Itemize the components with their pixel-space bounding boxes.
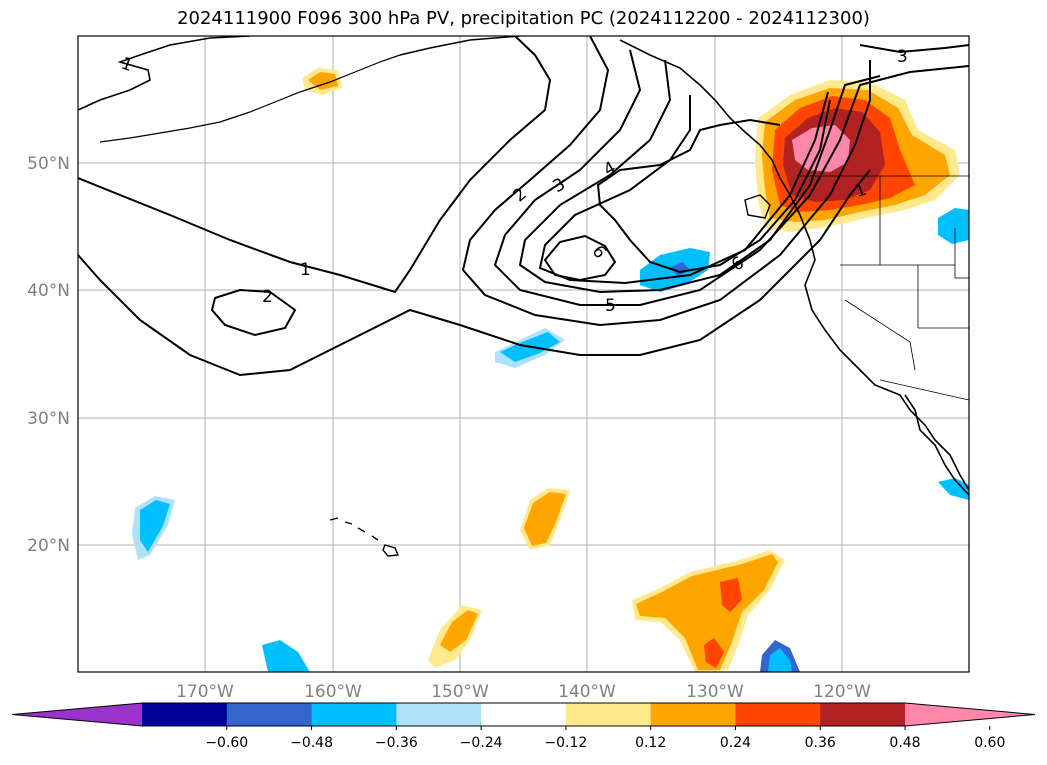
colorbar-extend-low <box>12 703 142 726</box>
precip-positive-aleutian-inner <box>308 72 338 90</box>
colorbar-outline <box>11 702 1036 727</box>
map-title: 2024111900 F096 300 hPa PV, precipitatio… <box>177 8 870 29</box>
longitude-labels: 170°W 160°W 150°W 140°W 130°W 120°W <box>176 682 871 702</box>
colorbar-segment <box>735 703 821 726</box>
alaska-coast <box>78 36 251 111</box>
colorbar <box>11 702 1036 727</box>
precip-negative-mid-purple <box>670 262 690 276</box>
colorbar-tick-label: 0.48 <box>889 735 920 751</box>
contour-2-ring <box>210 288 297 337</box>
gulf-of-alaska-coast <box>399 36 969 491</box>
lon-label-140w: 140°W <box>558 682 616 702</box>
colorbar-tick-label: −0.36 <box>375 735 418 751</box>
precip-negative-south <box>262 640 310 672</box>
lon-label-130w: 130°W <box>686 682 744 702</box>
baja-coast <box>904 394 969 496</box>
lat-label-40: 40°N <box>27 281 70 301</box>
precip-negative-socal <box>938 478 969 500</box>
political-borders <box>800 175 969 401</box>
contour-6-ring <box>543 234 617 282</box>
contour-6-outer <box>596 99 831 274</box>
contour-4 <box>518 59 881 294</box>
aleutian-chain <box>99 54 401 143</box>
lon-label-170w: 170°W <box>176 682 234 702</box>
colorbar-segment <box>311 703 397 726</box>
colorbar-tick-label: −0.12 <box>544 735 587 751</box>
precip-positive-subtropical-inner <box>524 492 566 546</box>
map-frame <box>77 35 970 673</box>
precip-negative-southeast-core <box>768 648 792 672</box>
precip-positive-south-central-inner <box>440 610 478 652</box>
colorbar-segment <box>650 703 736 726</box>
contour-label: 3 <box>897 47 908 67</box>
contour-1-south <box>78 169 871 377</box>
colorbar-segment <box>226 703 313 726</box>
contour-3 <box>493 49 969 306</box>
precip-positive-south-east-red1 <box>720 578 742 612</box>
colorbar-tick-label: −0.48 <box>290 735 333 751</box>
vancouver-island <box>744 194 771 219</box>
contour-1-west <box>78 36 552 294</box>
lat-label-30: 30°N <box>27 409 70 429</box>
contour-label: 2 <box>262 287 273 307</box>
lon-label-150w: 150°W <box>431 682 489 702</box>
colorbar-tick-label: 0.24 <box>720 735 751 751</box>
colorbar-segment <box>565 703 652 726</box>
latitude-labels: 50°N 40°N 30°N 20°N <box>27 154 70 556</box>
colorbar-labels: −0.60 −0.48 −0.36 −0.24 −0.12 0.12 0.24 0.36 0.4… <box>205 726 1005 751</box>
precipitation-shading <box>132 68 969 672</box>
hawaii-islands <box>329 517 400 557</box>
precip-negative-east <box>938 208 969 244</box>
colorbar-tick-label: −0.24 <box>460 735 503 751</box>
coastlines <box>78 36 969 557</box>
colorbar-tick-label: −0.60 <box>205 735 248 751</box>
contour-label: 1 <box>300 260 311 280</box>
lon-label-160w: 160°W <box>304 682 362 702</box>
colorbar-segment <box>142 703 228 726</box>
colorbar-tick-label: 0.12 <box>635 735 666 751</box>
colorbar-segment <box>396 703 482 726</box>
colorbar-tick-label: 0.60 <box>974 735 1005 751</box>
contour-2 <box>461 36 871 327</box>
contour-3-top <box>859 44 969 54</box>
colorbar-extend-high <box>905 703 1035 726</box>
pv-contours <box>78 36 969 377</box>
lat-label-20: 20°N <box>27 536 70 556</box>
colorbar-segment <box>481 703 567 726</box>
colorbar-tick-label: 0.36 <box>805 735 836 751</box>
colorbar-segment <box>820 703 906 726</box>
contour-label: 5 <box>605 296 616 316</box>
precip-positive-south-east-inner <box>636 554 778 670</box>
lon-label-120w: 120°W <box>813 682 871 702</box>
lat-label-50: 50°N <box>27 154 70 174</box>
precip-negative-west-inner <box>140 500 170 552</box>
precip-positive-south-east-red2 <box>704 638 724 668</box>
